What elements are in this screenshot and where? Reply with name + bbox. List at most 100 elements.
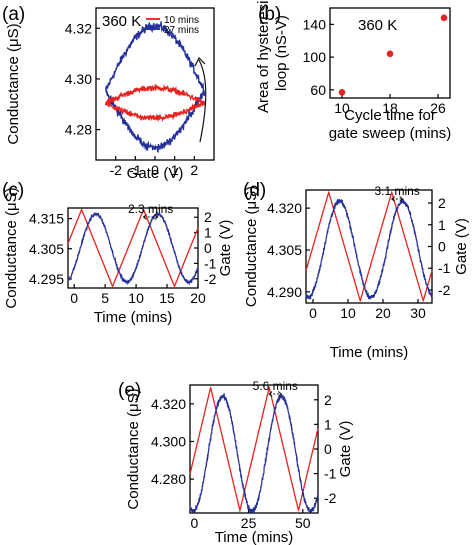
x-tick-label: 2 — [190, 162, 198, 178]
panel-label: (e) — [118, 380, 141, 401]
panel-d: 0 10 20 30 4.290 4.305 4.320 -2 -1 0 1 2 (d) Time (mi… — [243, 180, 470, 361]
x-tick-label: -1 — [129, 162, 142, 178]
gate-voltage-line — [189, 385, 319, 513]
data-point — [386, 50, 394, 58]
panel-label: (d) — [243, 180, 266, 201]
y2-axis-label: Gate (V) — [217, 220, 234, 277]
panel-a: -2 -1 0 1 2 4.28 4.30 4.32 (a) Gate (V) Conductanc… — [2, 4, 215, 182]
y-tick-label: 4.320 — [267, 200, 302, 216]
y2-tick-label: 0 — [324, 441, 332, 457]
x-axis-label: Time (mins) — [215, 529, 294, 545]
y-tick-label: 4.32 — [65, 20, 92, 36]
y2-tick-label: -1 — [438, 260, 451, 276]
y-axis-label: Conductance (μS) — [3, 187, 20, 308]
y-tick-label: 140 — [303, 16, 327, 32]
x-tick-label: 15 — [159, 290, 175, 306]
panel-label: (a) — [2, 4, 25, 25]
lag-arrowhead-left — [268, 391, 273, 397]
temperature-annotation: 360 K — [358, 17, 397, 34]
x-tick-label: 26 — [430, 100, 446, 116]
x-tick-label: 10 — [128, 290, 144, 306]
x-axis-label: Time (mins) — [94, 309, 173, 326]
data-point — [440, 14, 448, 22]
gate-voltage-line — [305, 190, 433, 303]
x-axis-label: Time (mins) — [330, 344, 409, 361]
x-tick-label: 0 — [190, 515, 198, 531]
lag-arrowhead-right — [278, 391, 283, 397]
y2-tick-label: -2 — [204, 271, 217, 287]
lag-arrowhead-right — [399, 196, 404, 202]
y2-tick-label: 2 — [438, 195, 446, 211]
y-axis-label: Area of hysteresis — [255, 0, 272, 113]
x-axis-label: Cycle time for — [344, 107, 436, 124]
x-tick-label: 30 — [410, 305, 426, 321]
x-tick-label: 0 — [309, 305, 317, 321]
lag-annotation: 5.6 mins — [253, 379, 298, 393]
y2-tick-label: -1 — [324, 466, 337, 482]
y-tick-label: 4.295 — [29, 271, 64, 287]
x-tick-label: -2 — [109, 162, 122, 178]
x-tick-label: 10 — [340, 305, 356, 321]
conductance-line — [305, 198, 433, 301]
lag-annotation: 2.3 mins — [128, 202, 173, 216]
y2-tick-label: 1 — [324, 416, 332, 432]
y-axis-label: Conductance (μS) — [125, 388, 142, 509]
y-tick-label: 4.305 — [267, 242, 302, 258]
series-line — [105, 21, 205, 153]
y-axis-label: Conductance (μS) — [5, 23, 22, 144]
y-tick-label: 100 — [303, 49, 327, 65]
lag-arrowhead-left — [142, 214, 147, 220]
y2-tick-label: -2 — [324, 490, 337, 506]
y2-tick-label: 1 — [438, 217, 446, 233]
x-tick-label: 10 — [334, 100, 350, 116]
conductance-line — [189, 393, 319, 515]
y-axis-label: loop (nS-V) — [273, 15, 290, 91]
y2-tick-label: 2 — [324, 392, 332, 408]
temperature-annotation: 360 K — [102, 13, 141, 30]
data-point — [338, 88, 346, 96]
x-tick-label: 0 — [70, 290, 78, 306]
y-tick-label: 4.320 — [151, 396, 186, 412]
legend-label: 27 mins — [164, 25, 199, 36]
x-tick-label: 18 — [382, 100, 398, 116]
x-tick-label: 20 — [190, 290, 206, 306]
series-line — [105, 83, 205, 123]
x-tick-label: 5 — [101, 290, 109, 306]
x-tick-label: 1 — [171, 162, 179, 178]
y2-tick-label: -1 — [204, 255, 217, 271]
lag-arrowhead-right — [154, 214, 159, 220]
conductance-line — [67, 211, 199, 286]
y-axis-label: Conductance (μS) — [243, 186, 260, 307]
x-tick-label: 50 — [295, 515, 311, 531]
panel-e: 0 25 50 4.280 4.300 4.320 -2 -1 0 1 2 (e) Time (mins… — [118, 379, 354, 545]
gate-voltage-line — [67, 208, 199, 288]
x-tick-label: 20 — [375, 305, 391, 321]
lag-arrowhead-left — [390, 196, 396, 202]
y-tick-label: 4.28 — [65, 122, 92, 138]
x-axis-label: Gate (V) — [127, 165, 184, 182]
panel-label: (b) — [258, 4, 281, 25]
x-tick-label: 0 — [151, 162, 159, 178]
y2-tick-label: 0 — [204, 240, 212, 256]
y-tick-label: 4.30 — [65, 71, 92, 87]
y-tick-label: 4.300 — [151, 433, 186, 449]
panel-label: (c) — [2, 180, 24, 201]
y-tick-label: 4.315 — [29, 211, 64, 227]
y-tick-label: 4.305 — [29, 241, 64, 257]
y2-axis-label: Gate (V) — [453, 218, 470, 275]
y-tick-label: 4.280 — [151, 471, 186, 487]
y-tick-label: 4.290 — [267, 284, 302, 300]
sweep-direction-arrowhead — [194, 56, 206, 67]
y2-tick-label: 1 — [204, 225, 212, 241]
y2-tick-label: 0 — [438, 239, 446, 255]
y-tick-label: 60 — [310, 82, 326, 98]
y2-tick-label: -2 — [438, 282, 451, 298]
x-tick-label: 25 — [241, 515, 257, 531]
lag-annotation: 3.1 mins — [374, 184, 419, 198]
y2-axis-label: Gate (V) — [337, 421, 354, 478]
sweep-direction-arrow — [198, 59, 207, 143]
y2-tick-label: 2 — [204, 209, 212, 225]
